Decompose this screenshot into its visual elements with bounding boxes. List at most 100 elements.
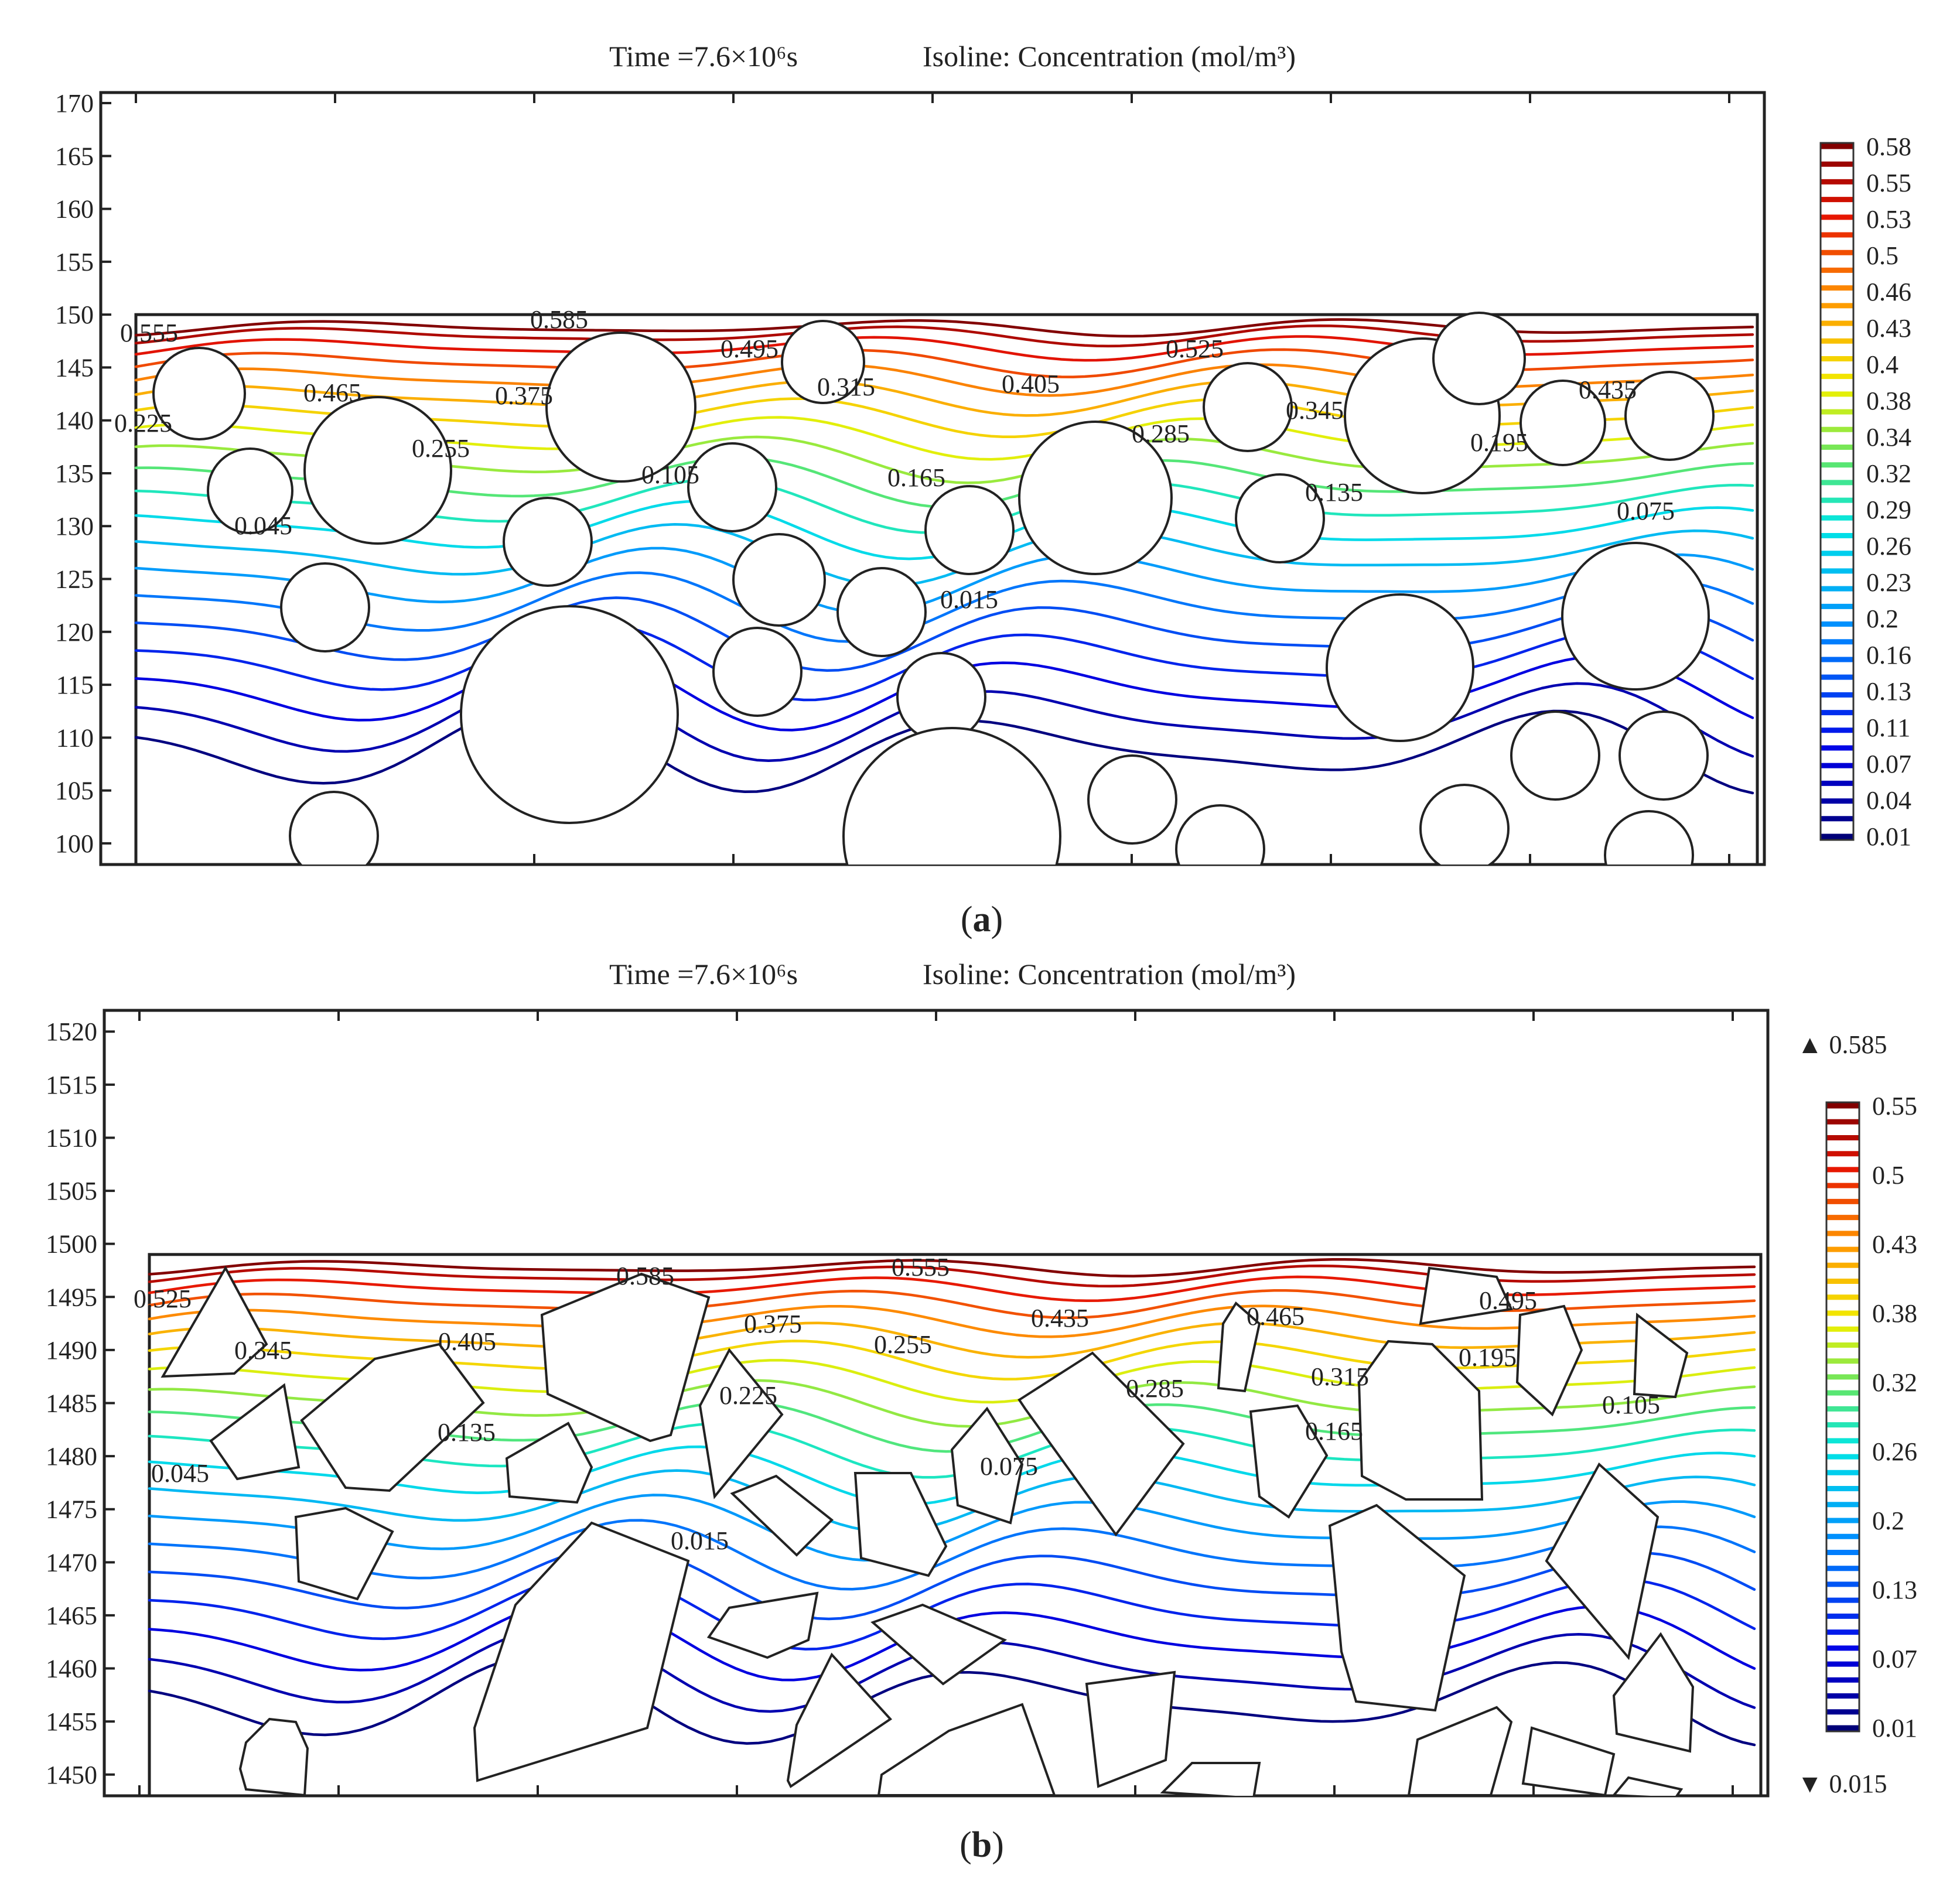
panel-a-contour-label: 0.285 [1132,419,1190,448]
panel-b-isoline [148,1321,1756,1359]
panel-a-colorbar-tick-label: 0.34 [1866,423,1911,452]
panel-b-particle [1249,1404,1329,1519]
panel-a-contour-label: 0.315 [817,373,875,401]
panel-a-colorbar-tick-label: 0.04 [1866,786,1911,815]
panel-b-ytick-label: 1500 [46,1230,97,1259]
panel-b-contour-label: 0.375 [744,1310,802,1338]
panel-b-isoline [148,1519,1756,1591]
panel-b-colorbar-tick-label: 0.2 [1872,1506,1904,1535]
panel-a-particle [303,396,452,545]
panel-a-colorbar-tick-label: 0.4 [1866,350,1898,379]
panel-a-contour-label: 0.195 [1470,428,1528,457]
panel-a-colorbar-tick-label: 0.29 [1866,496,1911,524]
panel-b-contour-label: 0.435 [1031,1304,1089,1332]
panel-a-contour-label: 0.375 [495,381,553,410]
panel-b-isoline [148,1469,1756,1533]
panel-a-colorbar-tick-label: 0.46 [1866,278,1911,306]
panel-b-particle [950,1406,1024,1525]
panel-b-ytick-label: 1520 [46,1017,97,1046]
panel-b-time-label: Time =7.6×10⁶s [609,958,798,990]
panel-b-ytick-label: 1470 [46,1548,97,1577]
panel-b-ytick-label: 1485 [46,1389,97,1418]
panel-b-isoline [148,1494,1756,1562]
panel-b-contour-label: 0.285 [1126,1374,1184,1403]
panel-b-particle [1357,1340,1484,1501]
panel-a-plot: 100 105 110 115 120 125 130 135 140 145 150 155 160 1… [55,89,1766,866]
panel-b-particle [1545,1462,1659,1660]
panel-b-ytick-label: 1510 [46,1123,97,1152]
panel-a-particle [836,567,927,657]
panel-a-colorbar-tick-label: 0.43 [1866,314,1911,343]
panel-a-contour-label: 0.075 [1617,497,1675,525]
panel-a-contour-label: 0.045 [234,511,292,540]
panel-a-contour-label: 0.585 [530,305,588,334]
panel-b-particle [1633,1313,1689,1399]
panel-a-particle [1175,804,1265,865]
panel-b-contour-label: 0.165 [1305,1417,1363,1446]
panel-b-particle [1612,1632,1695,1753]
panel-b-particle [1521,1726,1616,1796]
panel-a-colorbar-tick-label: 0.5 [1866,241,1898,270]
panel-b-contour-label: 0.405 [438,1327,496,1356]
panel-b-contour-label: 0.585 [616,1262,674,1290]
panel-b-contour-label: 0.525 [134,1284,192,1313]
panel-a-particle [207,447,293,534]
panel-a-particle [1432,312,1526,405]
panel-b-ytick-label: 1455 [46,1707,97,1736]
panel-a-isoline [134,596,1754,672]
panel-a-isoline [134,522,1754,587]
panel-a-particle [1018,421,1173,575]
panel-b-particle [730,1474,834,1557]
panel-a-contour-label: 0.555 [120,319,178,347]
panel-b-particle [870,1603,1008,1686]
panel-b-colorbar-frame [1825,1101,1860,1733]
panel-a-ytick-label: 140 [55,406,94,435]
panel-b-particle [1160,1762,1261,1796]
panel-b-particle [540,1272,711,1443]
panel-b-colorbar-tick-label: 0.43 [1872,1230,1917,1259]
panel-a-particle [545,332,696,483]
panel-a-particle [1087,754,1177,845]
panel-a-particle [781,320,865,404]
panel-a-particle [1510,710,1600,801]
panel-b-particle [786,1652,893,1788]
panel-a-isoline-label: Isoline: Concentration (mol/m³) [923,40,1296,73]
panel-a-colorbar-tick-label: 0.55 [1866,169,1911,197]
panel-b-particle [698,1348,784,1499]
panel-b-particle [1515,1304,1583,1417]
panel-b-isoline [148,1545,1756,1621]
panel-b-colorbar-tick-label: 0.01 [1872,1714,1917,1742]
panel-b-colorbar-tick-label: 0.32 [1872,1368,1917,1397]
panel-b-isoline [148,1304,1756,1338]
panel-a-colorbar-tick-label: 0.11 [1866,713,1910,742]
panel-b-particle [238,1717,309,1796]
panel-a-particle [1561,542,1710,691]
panel-a-ytick-label: 105 [55,777,94,805]
panel-a-particle [289,791,379,865]
panel-b-contour-label: 0.255 [874,1330,932,1359]
panel-b-isoline [148,1445,1756,1506]
panel-a-ytick-label: 120 [55,618,94,647]
panel-a-ytick-label: 165 [55,142,94,170]
panel-a-ytick-label: 145 [55,353,94,382]
panel-b-contour-label: 0.225 [719,1381,777,1410]
panel-a-contour-label: 0.165 [887,463,945,492]
panel-a-colorbar-tick-label: 0.53 [1866,205,1911,234]
panel-b-particle [1611,1776,1684,1796]
panel-b-colorbar-max-label: ▲ 0.585 [1797,1030,1887,1059]
panel-b-particle [294,1506,394,1601]
panel-a-contour-label: 0.255 [412,434,470,463]
panel-a-particle [712,627,803,717]
panel-a-colorbar-tick-label: 0.07 [1866,750,1911,778]
panel-a-particle [1235,473,1325,563]
panel-a-ytick-label: 135 [55,459,94,488]
panel-a-colorbar: 0.58 0.55 0.53 0.5 0.46 0.43 0.4 0.38 0.34 0.32 0.… [1819,132,1911,851]
panel-b-particle [209,1383,301,1481]
panel-a-particle [924,485,1015,575]
panel-b-contour-label: 0.495 [1479,1286,1537,1315]
panel-a-isoline [134,571,1754,643]
panel-a-particle [460,605,679,824]
panel-b-plot: 1450 1455 1460 1465 1470 1475 1480 1485 1490 1495… [46,1009,1770,1798]
panel-a-letter: (a) [961,900,1003,939]
